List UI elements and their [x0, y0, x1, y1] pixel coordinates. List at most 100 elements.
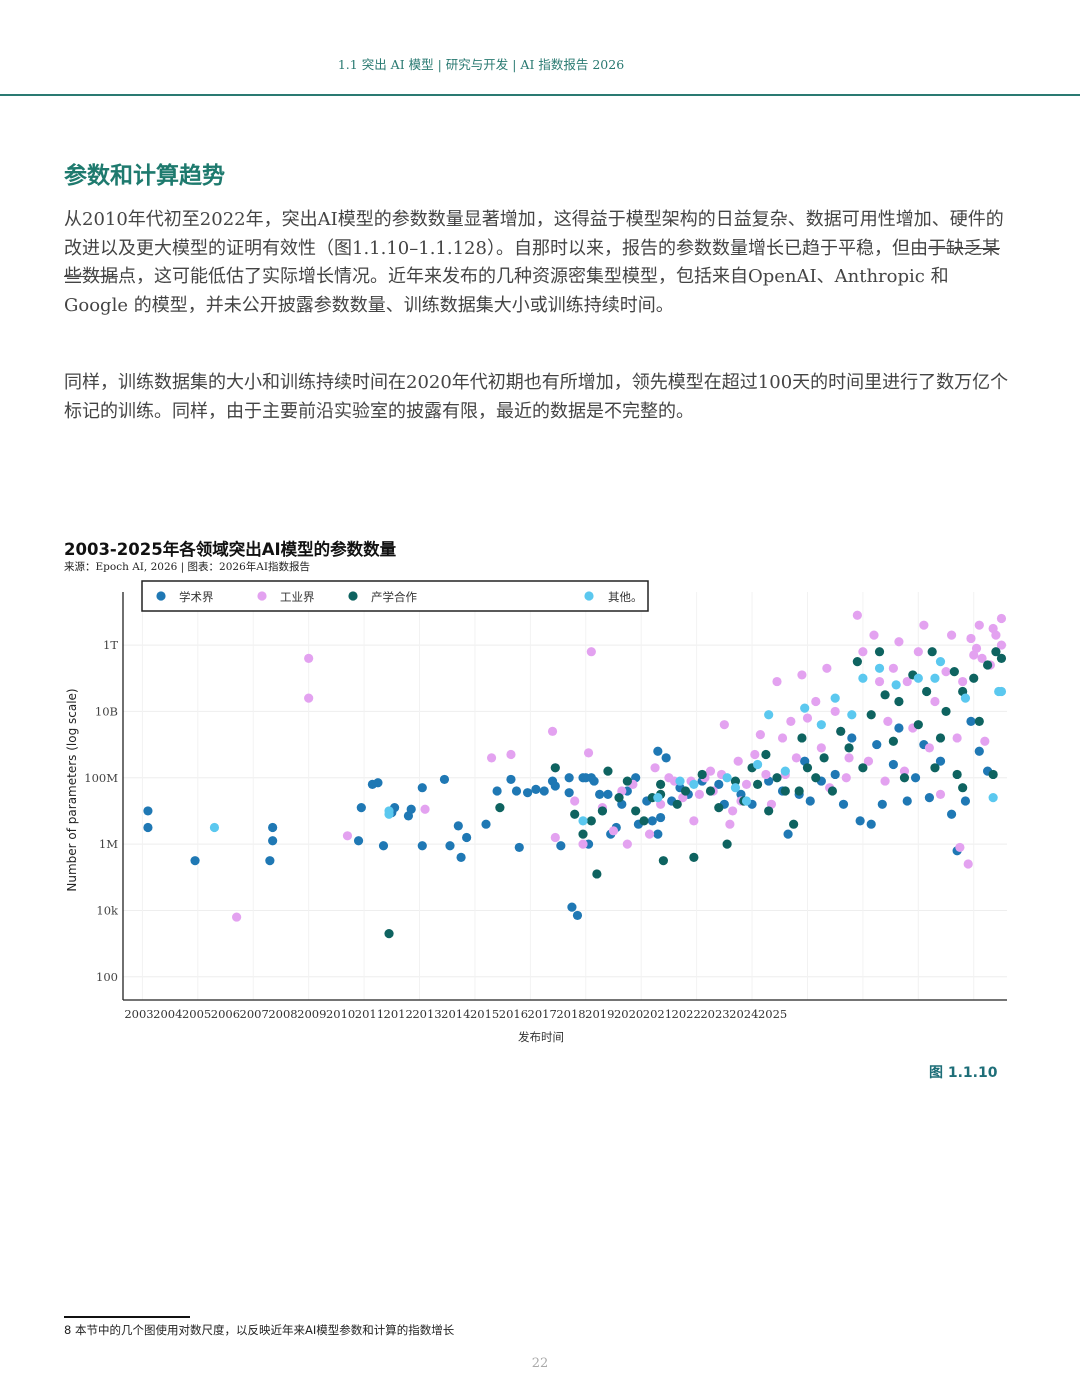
data-point-academia [514, 842, 524, 853]
data-point-other [988, 793, 998, 803]
footnote: 8 本节中的几个图使用对数尺度，以反映近年来AI模型参数和计算的指数增长 [64, 1323, 455, 1337]
data-point-academia [924, 793, 935, 803]
data-point-industry [919, 620, 929, 630]
data-point-industry [883, 716, 893, 726]
legend-label-collab: 产学合作 [371, 590, 417, 604]
data-point-other [996, 686, 1007, 697]
data-point-collab [952, 769, 962, 780]
data-point-collab [958, 783, 968, 793]
data-point-other [913, 673, 923, 683]
data-point-academia [974, 746, 984, 756]
data-point-academia [653, 746, 663, 756]
data-point-academia [838, 799, 849, 809]
data-point-industry [750, 749, 760, 760]
legend-entries: 学术界 工业界 产学合作 其他。 [156, 590, 643, 604]
data-point-industry [772, 676, 782, 687]
data-point-industry [971, 643, 982, 653]
data-point-other [960, 693, 971, 703]
data-point-collab [631, 806, 641, 816]
data-point-industry [996, 640, 1007, 650]
data-point-industry [777, 733, 788, 743]
data-point-academia [603, 789, 613, 799]
data-point-industry [741, 779, 752, 789]
y-tick-label: 1T [103, 638, 118, 652]
data-point-academia [531, 784, 541, 794]
data-point-industry [728, 806, 738, 816]
data-point-collab [689, 852, 699, 862]
y-tick-label: 100 [96, 970, 118, 984]
section-title: 参数和计算趋势 [64, 163, 225, 189]
data-point-industry [304, 653, 314, 663]
data-point-other [816, 720, 826, 730]
data-point-other [847, 710, 857, 720]
data-point-industry [755, 730, 765, 740]
data-point-industry [550, 832, 560, 843]
data-point-industry [941, 667, 951, 677]
data-point-industry [963, 859, 973, 869]
data-point-industry [899, 766, 910, 776]
data-point-collab [899, 773, 910, 783]
data-point-collab [969, 673, 979, 683]
data-point-academia [805, 796, 815, 806]
x-tick-label: 2017 [528, 1007, 557, 1021]
data-point-industry [802, 713, 813, 723]
data-point-industry [852, 610, 862, 620]
legend-label-academia: 学术界 [179, 590, 214, 604]
data-point-industry [930, 696, 940, 707]
data-point-industry [304, 693, 314, 703]
data-point-collab [794, 786, 804, 796]
data-point-academia [960, 796, 971, 806]
data-point-industry [733, 756, 743, 766]
data-point-collab [578, 829, 588, 839]
data-point-academia [456, 852, 466, 862]
data-point-academia [492, 786, 502, 796]
data-point-industry [705, 766, 716, 776]
data-point-collab [570, 809, 580, 819]
data-point-industry [547, 726, 558, 736]
data-point-other [730, 783, 741, 793]
data-point-academia [143, 806, 153, 816]
data-point-collab [983, 660, 993, 670]
data-point-industry [841, 773, 851, 783]
data-point-industry [958, 676, 968, 687]
data-point-collab [780, 786, 790, 796]
data-point-other [930, 673, 940, 683]
data-point-collab [592, 869, 602, 879]
data-point-collab [603, 766, 613, 776]
paragraph-1-struck-text: 于缺乏某些数据 [64, 237, 1000, 288]
data-point-academia [877, 799, 887, 809]
data-point-academia [190, 856, 200, 866]
data-point-academia [356, 803, 366, 813]
data-point-other [891, 680, 901, 690]
data-point-industry [583, 748, 594, 758]
x-tick-label: 2014 [441, 1007, 470, 1021]
data-point-academia [888, 759, 898, 770]
data-point-collab [658, 856, 668, 866]
data-point-academia [589, 776, 599, 786]
running-header: 1.1 突出 AI 模型 | 研究与开发 | AI 指数报告 2026 [337, 57, 625, 72]
data-point-collab [888, 736, 898, 746]
data-point-academia [417, 783, 427, 793]
x-tick-label: 2013 [412, 1007, 441, 1021]
data-point-collab [495, 803, 505, 813]
page-number: 22 [531, 1356, 549, 1371]
data-point-academia [462, 832, 472, 843]
data-point-industry [946, 630, 957, 640]
data-point-collab [974, 716, 984, 726]
data-point-academia [935, 756, 946, 766]
data-point-other [935, 657, 946, 667]
data-point-collab [844, 743, 854, 753]
data-point-other [874, 663, 885, 673]
data-point-academia [453, 821, 463, 831]
legend-marker-other [584, 591, 594, 601]
legend-label-industry: 工业界 [280, 590, 315, 604]
data-point-industry [858, 647, 868, 657]
data-point-collab [802, 763, 813, 773]
data-point-other [675, 776, 685, 786]
data-point-academia [481, 819, 491, 829]
data-point-academia [417, 841, 427, 851]
data-point-industry [420, 804, 430, 814]
data-point-collab [880, 690, 890, 700]
data-point-collab [597, 806, 608, 816]
data-point-industry [830, 706, 840, 717]
